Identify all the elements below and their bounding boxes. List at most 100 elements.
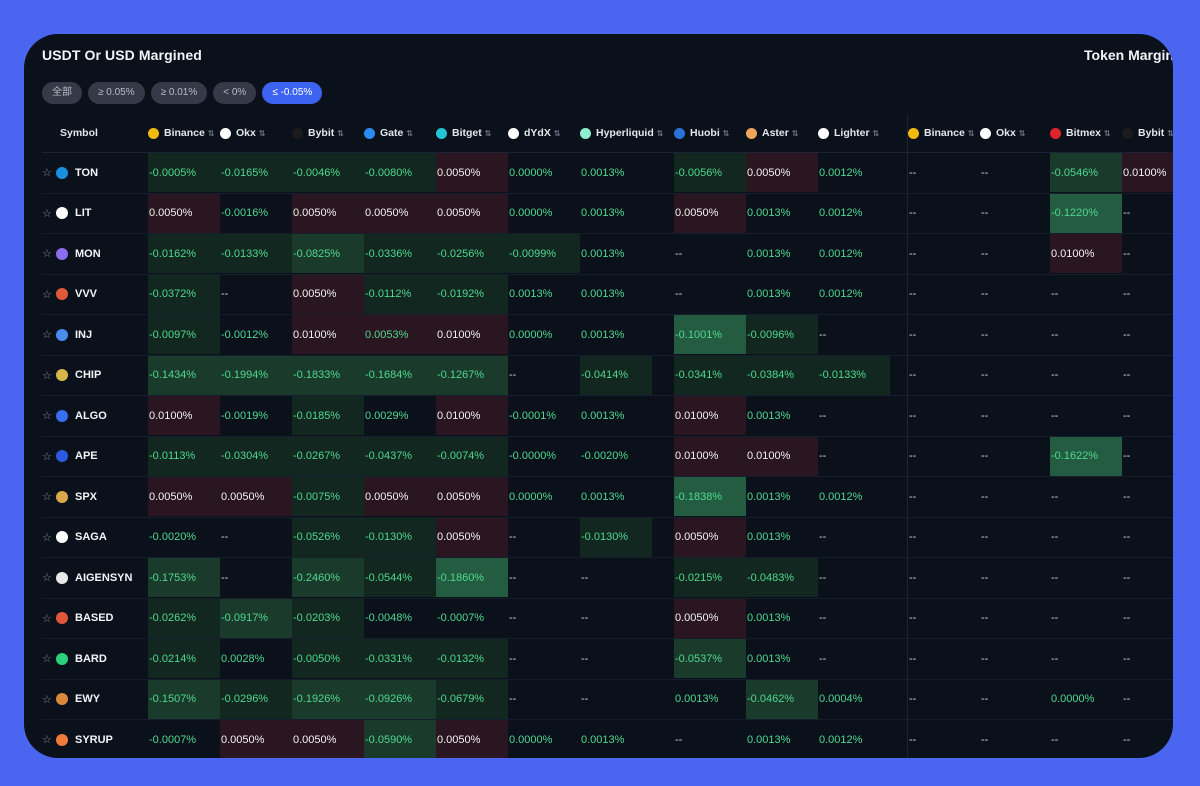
sort-icon[interactable]: ⇅ (553, 128, 561, 138)
column-header-gate[interactable]: Gate ⇅ (364, 114, 413, 152)
binance-icon (148, 127, 159, 139)
funding-rate-cell: -0.1220% (1050, 193, 1122, 233)
table-row[interactable]: ☆ ALGO 0.0100% -0.0019% -0.0185% 0.0029% 0.010… (42, 396, 1173, 437)
table-row[interactable]: ☆ MON -0.0162% -0.0133% -0.0825% -0.0336% -0.0… (42, 234, 1173, 275)
funding-rate-cell: -0.0130% (364, 517, 436, 557)
table-row[interactable]: ☆ BARD -0.0214% 0.0028% -0.0050% -0.0331% -0.0… (42, 639, 1173, 680)
sort-icon[interactable]: ⇅ (337, 128, 344, 138)
column-header-bybit[interactable]: Bybit ⇅ (292, 114, 344, 152)
bitget-icon (436, 127, 447, 139)
funding-rate-cell: -- (909, 490, 917, 503)
favorite-star-icon[interactable]: ☆ (42, 329, 52, 341)
funding-rate-cell: -0.0007% (437, 612, 485, 624)
favorite-star-icon[interactable]: ☆ (42, 369, 52, 382)
funding-rate-cell: 0.0013% (675, 693, 719, 705)
sort-icon[interactable]: ⇅ (656, 128, 664, 138)
table-row[interactable]: ☆ CHIP -0.1434% -0.1994% -0.1833% -0.1684% -0.… (42, 355, 1173, 396)
column-header-okx[interactable]: Okx ⇅ (220, 114, 266, 152)
favorite-star-icon[interactable]: ☆ (42, 207, 52, 220)
sort-icon[interactable]: ⇅ (791, 128, 799, 138)
funding-rate-cell: -- (1051, 652, 1059, 665)
column-header-dydx[interactable]: dYdX ⇅ (508, 114, 561, 152)
funding-rate-cell: 0.0000% (509, 490, 553, 503)
sort-icon[interactable]: ⇅ (1167, 128, 1173, 138)
favorite-star-icon[interactable]: ☆ (42, 288, 52, 301)
coin-icon (56, 328, 68, 341)
table-row[interactable]: ☆ INJ -0.0097% -0.0012% 0.0100% 0.0053% 0.0100… (42, 315, 1173, 356)
sort-icon[interactable]: ⇅ (258, 128, 266, 138)
favorite-star-icon[interactable]: ☆ (42, 248, 52, 260)
favorite-star-icon[interactable]: ☆ (42, 167, 52, 179)
funding-rate-cell: -- (981, 490, 989, 503)
favorite-star-icon[interactable]: ☆ (42, 693, 52, 706)
favorite-star-icon[interactable]: ☆ (42, 572, 52, 584)
filter-chip[interactable]: ≤ -0.05% (262, 82, 323, 104)
sort-icon[interactable]: ⇅ (1018, 128, 1026, 138)
sort-icon[interactable]: ⇅ (484, 128, 492, 138)
coin-icon (56, 490, 68, 503)
funding-rate-cell: -0.0000% (509, 450, 557, 462)
table-row[interactable]: ☆ SPX 0.0050% 0.0050% -0.0075% 0.0050% 0.0050%… (42, 477, 1173, 518)
funding-rate-cell: 0.0013% (747, 612, 791, 624)
column-header-binance[interactable]: Binance ⇅ (148, 114, 215, 152)
column-header-okx[interactable]: Okx ⇅ (980, 114, 1026, 152)
symbol-label: BARD (75, 652, 107, 665)
sort-icon[interactable]: ⇅ (967, 128, 975, 138)
funding-rate-cell: 0.0100% (148, 396, 220, 435)
sort-icon[interactable]: ⇅ (722, 128, 730, 138)
column-header-label: Bybit (308, 127, 335, 139)
column-header-lighter[interactable]: Lighter ⇅ (818, 114, 879, 152)
table-row[interactable]: ☆ EWY -0.1507% -0.0296% -0.1926% -0.0926% -0.0… (42, 679, 1173, 720)
column-header-bybit[interactable]: Bybit ⇅ (1122, 114, 1173, 152)
lighter-icon (818, 127, 829, 139)
funding-rate-cell: -- (981, 612, 989, 624)
sort-icon[interactable]: ⇅ (1104, 128, 1111, 138)
filter-chip[interactable]: < 0% (213, 82, 257, 104)
sort-icon[interactable]: ⇅ (207, 128, 215, 138)
sort-icon[interactable]: ⇅ (872, 128, 880, 138)
column-header-huobi[interactable]: Huobi ⇅ (674, 114, 729, 152)
column-header-hyperliquid[interactable]: Hyperliquid ⇅ (580, 114, 663, 152)
funding-rate-cell: -- (1051, 733, 1059, 746)
table-row[interactable]: ☆ LIT 0.0050% -0.0016% 0.0050% 0.0050% 0.0050%… (42, 193, 1173, 234)
funding-rate-cell: -- (1123, 207, 1131, 219)
funding-rate-cell: -0.0437% (364, 436, 436, 476)
funding-rate-cell: -0.1684% (364, 355, 436, 395)
favorite-star-icon[interactable]: ☆ (42, 491, 52, 503)
funding-rate-cell: -0.0133% (818, 355, 890, 395)
favorite-star-icon[interactable]: ☆ (42, 653, 52, 665)
symbol-header[interactable]: Symbol (60, 114, 98, 152)
table-row[interactable]: ☆ TON -0.0005% -0.0165% -0.0046% -0.0080% 0.00… (42, 153, 1173, 194)
funding-rate-cell: -- (1051, 328, 1059, 341)
column-header-bitmex[interactable]: Bitmex ⇅ (1050, 114, 1111, 152)
funding-rate-cell: -- (909, 207, 917, 219)
bybit-icon (1122, 127, 1133, 139)
table-row[interactable]: ☆ VVV -0.0372% -- 0.0050% -0.0112% -0.0192% 0.0… (42, 274, 1173, 315)
funding-rate-cell: -0.0007% (149, 733, 197, 746)
column-header-binance[interactable]: Binance ⇅ (908, 114, 975, 152)
favorite-star-icon[interactable]: ☆ (42, 734, 52, 746)
funding-rate-cell: 0.0050% (436, 193, 508, 233)
funding-rate-cell: -- (819, 612, 827, 624)
filter-chip[interactable]: ≥ 0.05% (88, 82, 145, 104)
table-row[interactable]: ☆ APE -0.0113% -0.0304% -0.0267% -0.0437% -0.0… (42, 436, 1173, 477)
favorite-star-icon[interactable]: ☆ (42, 531, 52, 544)
table-row[interactable]: ☆ SAGA -0.0020% -- -0.0526% -0.0130% 0.0050% --… (42, 517, 1173, 558)
column-header-bitget[interactable]: Bitget ⇅ (436, 114, 491, 152)
table-row[interactable]: ☆ SYRUP -0.0007% 0.0050% 0.0050% -0.0590% 0.00… (42, 720, 1173, 758)
table-row[interactable]: ☆ AIGENSYN -0.1753% -- -0.2460% -0.0544% -0.18… (42, 558, 1173, 599)
favorite-star-icon[interactable]: ☆ (42, 410, 52, 422)
funding-rate-cell: -0.0537% (674, 639, 746, 678)
table-row[interactable]: ☆ BASED -0.0262% -0.0917% -0.0203% -0.0048% -0… (42, 598, 1173, 639)
funding-rate-cell: 0.0013% (581, 733, 625, 746)
filter-chip[interactable]: ≥ 0.01% (150, 82, 208, 104)
favorite-star-icon[interactable]: ☆ (42, 612, 52, 625)
filter-chip[interactable]: 全部 (42, 82, 82, 104)
sort-icon[interactable]: ⇅ (406, 128, 414, 138)
favorite-star-icon[interactable]: ☆ (42, 450, 52, 463)
funding-rate-cell: 0.0050% (436, 720, 508, 758)
column-header-aster[interactable]: Aster ⇅ (746, 114, 799, 152)
funding-rate-cell: -- (819, 450, 827, 462)
bitmex-icon (1050, 127, 1061, 139)
funding-rate-cell: -- (1123, 409, 1131, 422)
